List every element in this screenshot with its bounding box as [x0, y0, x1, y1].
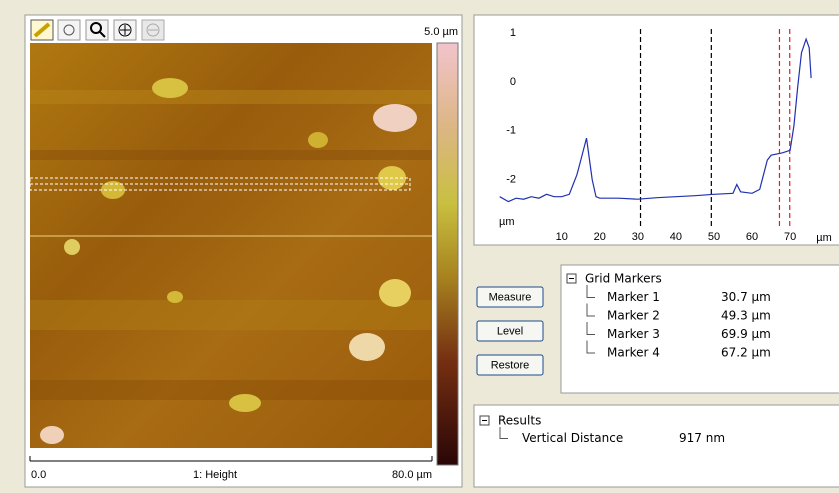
x-tick-label: 10	[556, 231, 568, 243]
x-tick-label: 20	[594, 231, 606, 243]
x-axis-label: µm	[816, 232, 832, 244]
x-tick-label: 50	[708, 231, 720, 243]
item-name: Vertical Distance	[522, 431, 623, 445]
buttons: Measure Level Restore	[477, 287, 543, 375]
particle	[373, 104, 417, 132]
particle	[308, 132, 328, 148]
streak	[30, 300, 432, 330]
item-name: Marker 4	[607, 346, 660, 360]
x-tick-label: 70	[784, 231, 796, 243]
streak	[30, 235, 432, 237]
y-tick-label: 0	[510, 76, 516, 88]
item-value: 917 nm	[679, 431, 725, 445]
button-label[interactable]: Measure	[489, 291, 532, 303]
window: 5.0 µm 0.0 1: Height 80.0 µm 10-1-2µm102…	[0, 0, 839, 493]
particle	[64, 239, 80, 255]
item-value: 49.3 µm	[721, 309, 771, 323]
scale-start: 0.0	[31, 469, 46, 481]
streak	[30, 90, 432, 104]
x-tick-label: 40	[670, 231, 682, 243]
particle	[167, 291, 183, 303]
item-name: Marker 3	[607, 327, 660, 341]
x-tick-label: 60	[746, 231, 758, 243]
tree-title: Results	[498, 414, 541, 428]
particle	[40, 426, 64, 444]
toolbar	[31, 20, 164, 40]
tool-pan[interactable]	[58, 20, 80, 40]
particle	[379, 279, 411, 307]
particle	[152, 78, 188, 98]
tree-title: Grid Markers	[585, 272, 662, 286]
button-label[interactable]: Restore	[491, 359, 530, 371]
y-tick-label: 1	[510, 27, 516, 39]
item-name: Marker 2	[607, 309, 660, 323]
scale-end: 80.0 µm	[392, 469, 432, 481]
colorbar	[437, 43, 458, 465]
particle	[349, 333, 385, 361]
item-name: Marker 1	[607, 290, 660, 304]
streak	[30, 380, 432, 400]
button-label[interactable]: Level	[497, 325, 523, 337]
item-value: 30.7 µm	[721, 290, 771, 304]
particle	[229, 394, 261, 412]
y-axis-label: µm	[499, 216, 515, 228]
x-tick-label: 30	[632, 231, 644, 243]
profile-panel	[474, 15, 839, 245]
colorbar-max: 5.0 µm	[424, 26, 458, 38]
height-image	[30, 43, 432, 448]
y-tick-label: -2	[506, 174, 516, 186]
streak	[30, 150, 432, 160]
item-value: 67.2 µm	[721, 346, 771, 360]
channel-label: 1: Height	[193, 469, 237, 481]
item-value: 69.9 µm	[721, 327, 771, 341]
y-tick-label: -1	[506, 125, 516, 137]
